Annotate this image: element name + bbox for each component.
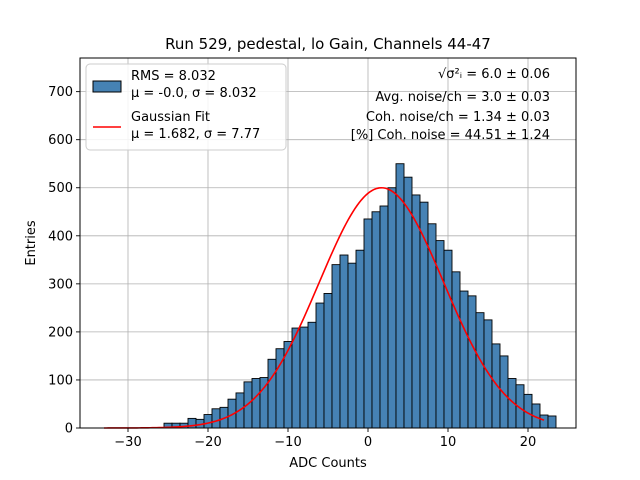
histogram-bar [291,327,301,429]
x-tick-label: −30 [114,435,141,450]
y-tick-label: 0 [65,422,73,437]
histogram-bar [211,408,221,429]
legend-box [85,63,287,151]
y-tick-label: 200 [48,325,73,340]
x-tick-label: −10 [274,435,301,450]
histogram-bar [267,358,277,429]
histogram-bar [339,254,349,429]
histogram-bar [411,194,421,429]
x-tick-label: −20 [194,435,221,450]
y-tick-label: 700 [48,85,73,100]
y-axis-label: Entries [24,220,39,266]
histogram-bar [539,414,549,429]
chart-title: Run 529, pedestal, lo Gain, Channels 44-… [165,35,491,53]
histogram-bar [491,343,501,429]
stat-avg-noise-label: Avg. noise/ch [375,90,462,105]
histogram-bar [499,355,509,429]
histogram-bars [163,163,557,429]
histogram-bar [355,249,365,429]
histogram-bar [443,249,453,429]
stat-coh-noise-label: Coh. noise/ch [366,110,454,125]
stats-annotation: √σ²ᵢ = 6.0 ± 0.06 Avg. noise/ch = 3.0 ± … [351,67,550,143]
x-axis-label: ADC Counts [289,456,367,471]
histogram-bar [203,414,213,429]
stat-avg-noise: Avg. noise/ch = 3.0 ± 0.03 [375,90,550,105]
x-tick-label: 0 [364,435,372,450]
plot-frame [79,57,577,429]
histogram-bar [323,293,333,429]
histogram-bar [467,295,477,429]
histogram-bar [459,290,469,429]
histogram-bar [403,176,413,429]
stat-avg-noise-value: = 3.0 ± 0.03 [466,90,550,105]
x-tick-label: 10 [440,435,457,450]
gaussian-fit-line [104,186,545,429]
x-axis-ticks: −30 −20 −10 0 10 20 [114,428,536,450]
histogram-bar [299,326,309,429]
stat-coh-noise-value: = 1.34 ± 0.03 [458,110,550,125]
stat-sigma-label: √σ²ᵢ [438,67,462,82]
x-tick-label: 20 [520,435,537,450]
histogram-bar [331,264,341,429]
histogram-bar [363,218,373,429]
grid-lines [80,58,576,429]
stat-coh-percent: [%] Coh. noise = 44.51 ± 1.24 [351,128,550,143]
histogram-bar [547,415,557,429]
y-tick-label: 600 [48,133,73,148]
y-tick-label: 100 [48,373,73,388]
legend-histogram-sub: μ = -0.0, σ = 8.032 [131,86,257,101]
stat-coh-noise: Coh. noise/ch = 1.34 ± 0.03 [366,110,550,125]
y-axis-ticks: 0 100 200 300 400 500 600 700 [48,85,80,437]
histogram-bar [475,312,485,429]
histogram-bar [451,271,461,429]
y-tick-label: 400 [48,229,73,244]
stat-sigma-value: = 6.0 ± 0.06 [466,67,550,82]
legend-fit-name: Gaussian Fit [131,110,210,125]
stat-coh-percent-label: [%] Coh. noise [351,128,446,143]
y-tick-label: 300 [48,277,73,292]
histogram-bar [387,187,397,429]
y-tick-label: 500 [48,181,73,196]
stat-sigma: √σ²ᵢ = 6.0 ± 0.06 [438,67,550,82]
histogram-bar [347,262,357,429]
histogram-bar [395,163,405,429]
stat-coh-percent-value: = 44.51 ± 1.24 [450,128,550,143]
legend-histogram-name: RMS = 8.032 [131,69,216,84]
histogram-bar [371,211,381,429]
legend-histogram-swatch [92,80,122,93]
histogram-bar [419,201,429,429]
histogram-bar [379,205,389,429]
legend-fit-sub: μ = 1.682, σ = 7.77 [131,127,260,142]
histogram-bar [251,378,261,429]
histogram-bar [315,302,325,429]
legend: RMS = 8.032 μ = -0.0, σ = 8.032 Gaussian… [85,63,287,151]
histogram-bar [307,321,317,429]
